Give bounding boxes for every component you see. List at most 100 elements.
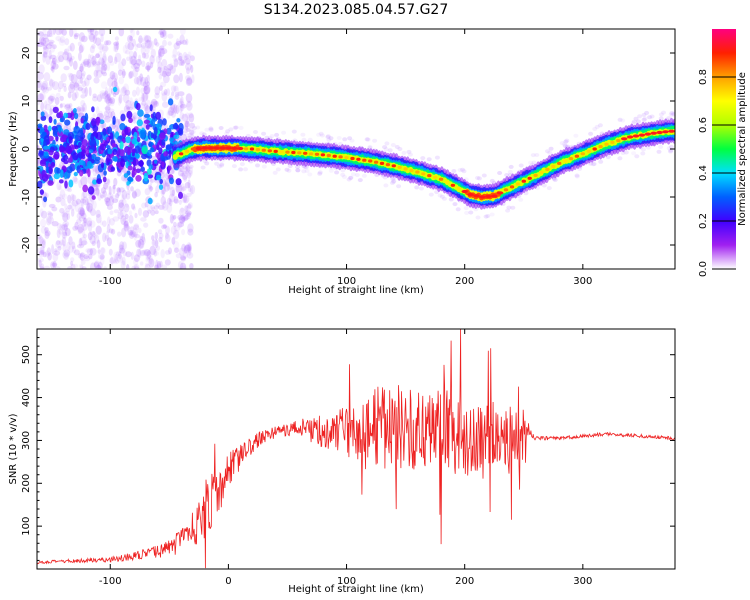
heatmap-cell <box>171 110 176 118</box>
heatmap-cell <box>503 188 509 192</box>
heatmap-cell <box>40 111 45 117</box>
heatmap-cell <box>316 132 322 137</box>
heatmap-cell <box>146 81 150 87</box>
heatmap-cell <box>124 213 129 219</box>
heatmap-cell <box>53 250 61 256</box>
heatmap-cell <box>108 228 114 234</box>
heatmap-cell <box>144 35 152 43</box>
heatmap-cell <box>41 170 47 177</box>
heatmap-cell <box>505 208 511 213</box>
heatmap-cell <box>455 207 461 212</box>
heatmap-cell <box>39 91 46 101</box>
heatmap-cell <box>91 57 95 63</box>
heatmap-cell <box>140 166 145 172</box>
heatmap-cell <box>439 194 445 199</box>
heatmap-cell <box>94 30 99 36</box>
heatmap-cell <box>107 77 114 87</box>
heatmap-cell <box>81 212 87 220</box>
heatmap-cell <box>78 122 83 130</box>
heatmap-cell <box>128 70 134 79</box>
heatmap-cell <box>185 78 193 86</box>
heatmap-cell <box>49 29 53 34</box>
heatmap-cell <box>100 122 105 129</box>
heatmap-cell <box>37 155 41 164</box>
heatmap-cell <box>55 92 61 99</box>
heatmap-cell <box>87 196 92 206</box>
heatmap-cell <box>291 150 296 155</box>
heatmap-cell <box>173 198 180 204</box>
heatmap-cell <box>87 168 91 178</box>
heatmap-cell <box>58 80 64 90</box>
heatmap-cell <box>45 43 53 50</box>
heatmap-cell <box>73 82 80 91</box>
heatmap-cell <box>274 132 280 137</box>
heatmap-cell <box>592 147 597 151</box>
heatmap-cell <box>118 76 124 85</box>
heatmap-cell <box>177 91 185 97</box>
heatmap-cell <box>147 174 154 179</box>
heatmap-cell <box>158 73 163 80</box>
heatmap-cell <box>79 44 85 53</box>
heatmap-cell <box>67 187 72 193</box>
heatmap-cell <box>40 115 47 121</box>
heatmap-cell <box>50 98 55 103</box>
heatmap-cell <box>397 165 402 169</box>
heatmap-cell <box>78 32 85 42</box>
heatmap-cell <box>428 192 434 197</box>
heatmap-cell <box>41 80 49 90</box>
heatmap-cell <box>63 129 70 136</box>
heatmap-cell <box>342 137 348 142</box>
heatmap-cell <box>545 167 550 171</box>
heatmap-cell <box>91 44 96 49</box>
heatmap-cell <box>219 146 226 150</box>
heatmap-cell <box>52 29 56 35</box>
heatmap-cell <box>224 131 230 136</box>
heatmap-cell <box>515 182 521 186</box>
heatmap-cell <box>178 216 186 223</box>
heatmap-cell <box>81 221 88 231</box>
heatmap-cell <box>394 145 400 149</box>
heatmap-cell <box>154 231 158 240</box>
heatmap-cell <box>167 98 174 106</box>
heatmap-cell <box>125 160 129 169</box>
heatmap-cell <box>182 131 188 136</box>
heatmap-cell <box>189 263 194 269</box>
heatmap-cell <box>133 224 140 231</box>
heatmap-cell <box>195 146 203 151</box>
heatmap-cell <box>154 210 159 215</box>
heatmap-cell <box>145 46 150 54</box>
heatmap-cell <box>518 163 524 168</box>
heatmap-cell <box>112 148 118 155</box>
heatmap-cell <box>112 86 118 93</box>
heatmap-cell <box>491 194 498 198</box>
heatmap-cell <box>43 100 48 110</box>
heatmap-cell <box>72 60 78 70</box>
heatmap-cell <box>84 112 89 122</box>
heatmap-cell <box>46 97 53 106</box>
heatmap-cell <box>121 241 127 250</box>
heatmap-cell <box>116 40 120 51</box>
heatmap-cell <box>48 41 54 46</box>
heatmap-cell <box>106 62 111 71</box>
heatmap-cell <box>49 93 56 102</box>
heatmap-cell <box>433 175 438 179</box>
heatmap-cell <box>57 51 65 56</box>
heatmap-cell <box>185 75 191 81</box>
heatmap-cell <box>155 42 160 47</box>
heatmap-cell <box>104 196 109 205</box>
y-tick-label: 300 <box>21 431 32 450</box>
heatmap-cell <box>56 223 62 230</box>
heatmap-cell <box>473 207 479 212</box>
heatmap-cell <box>73 171 78 177</box>
heatmap-cell <box>88 86 92 97</box>
heatmap-cell <box>123 220 129 227</box>
heatmap-cell <box>127 230 134 236</box>
heatmap-cell <box>92 96 98 102</box>
heatmap-cell <box>308 152 314 156</box>
heatmap-cell <box>123 203 130 213</box>
heatmap-cell <box>42 251 47 258</box>
heatmap-cell <box>225 129 231 134</box>
heatmap-cell <box>218 126 224 130</box>
heatmap-cell <box>119 149 125 157</box>
